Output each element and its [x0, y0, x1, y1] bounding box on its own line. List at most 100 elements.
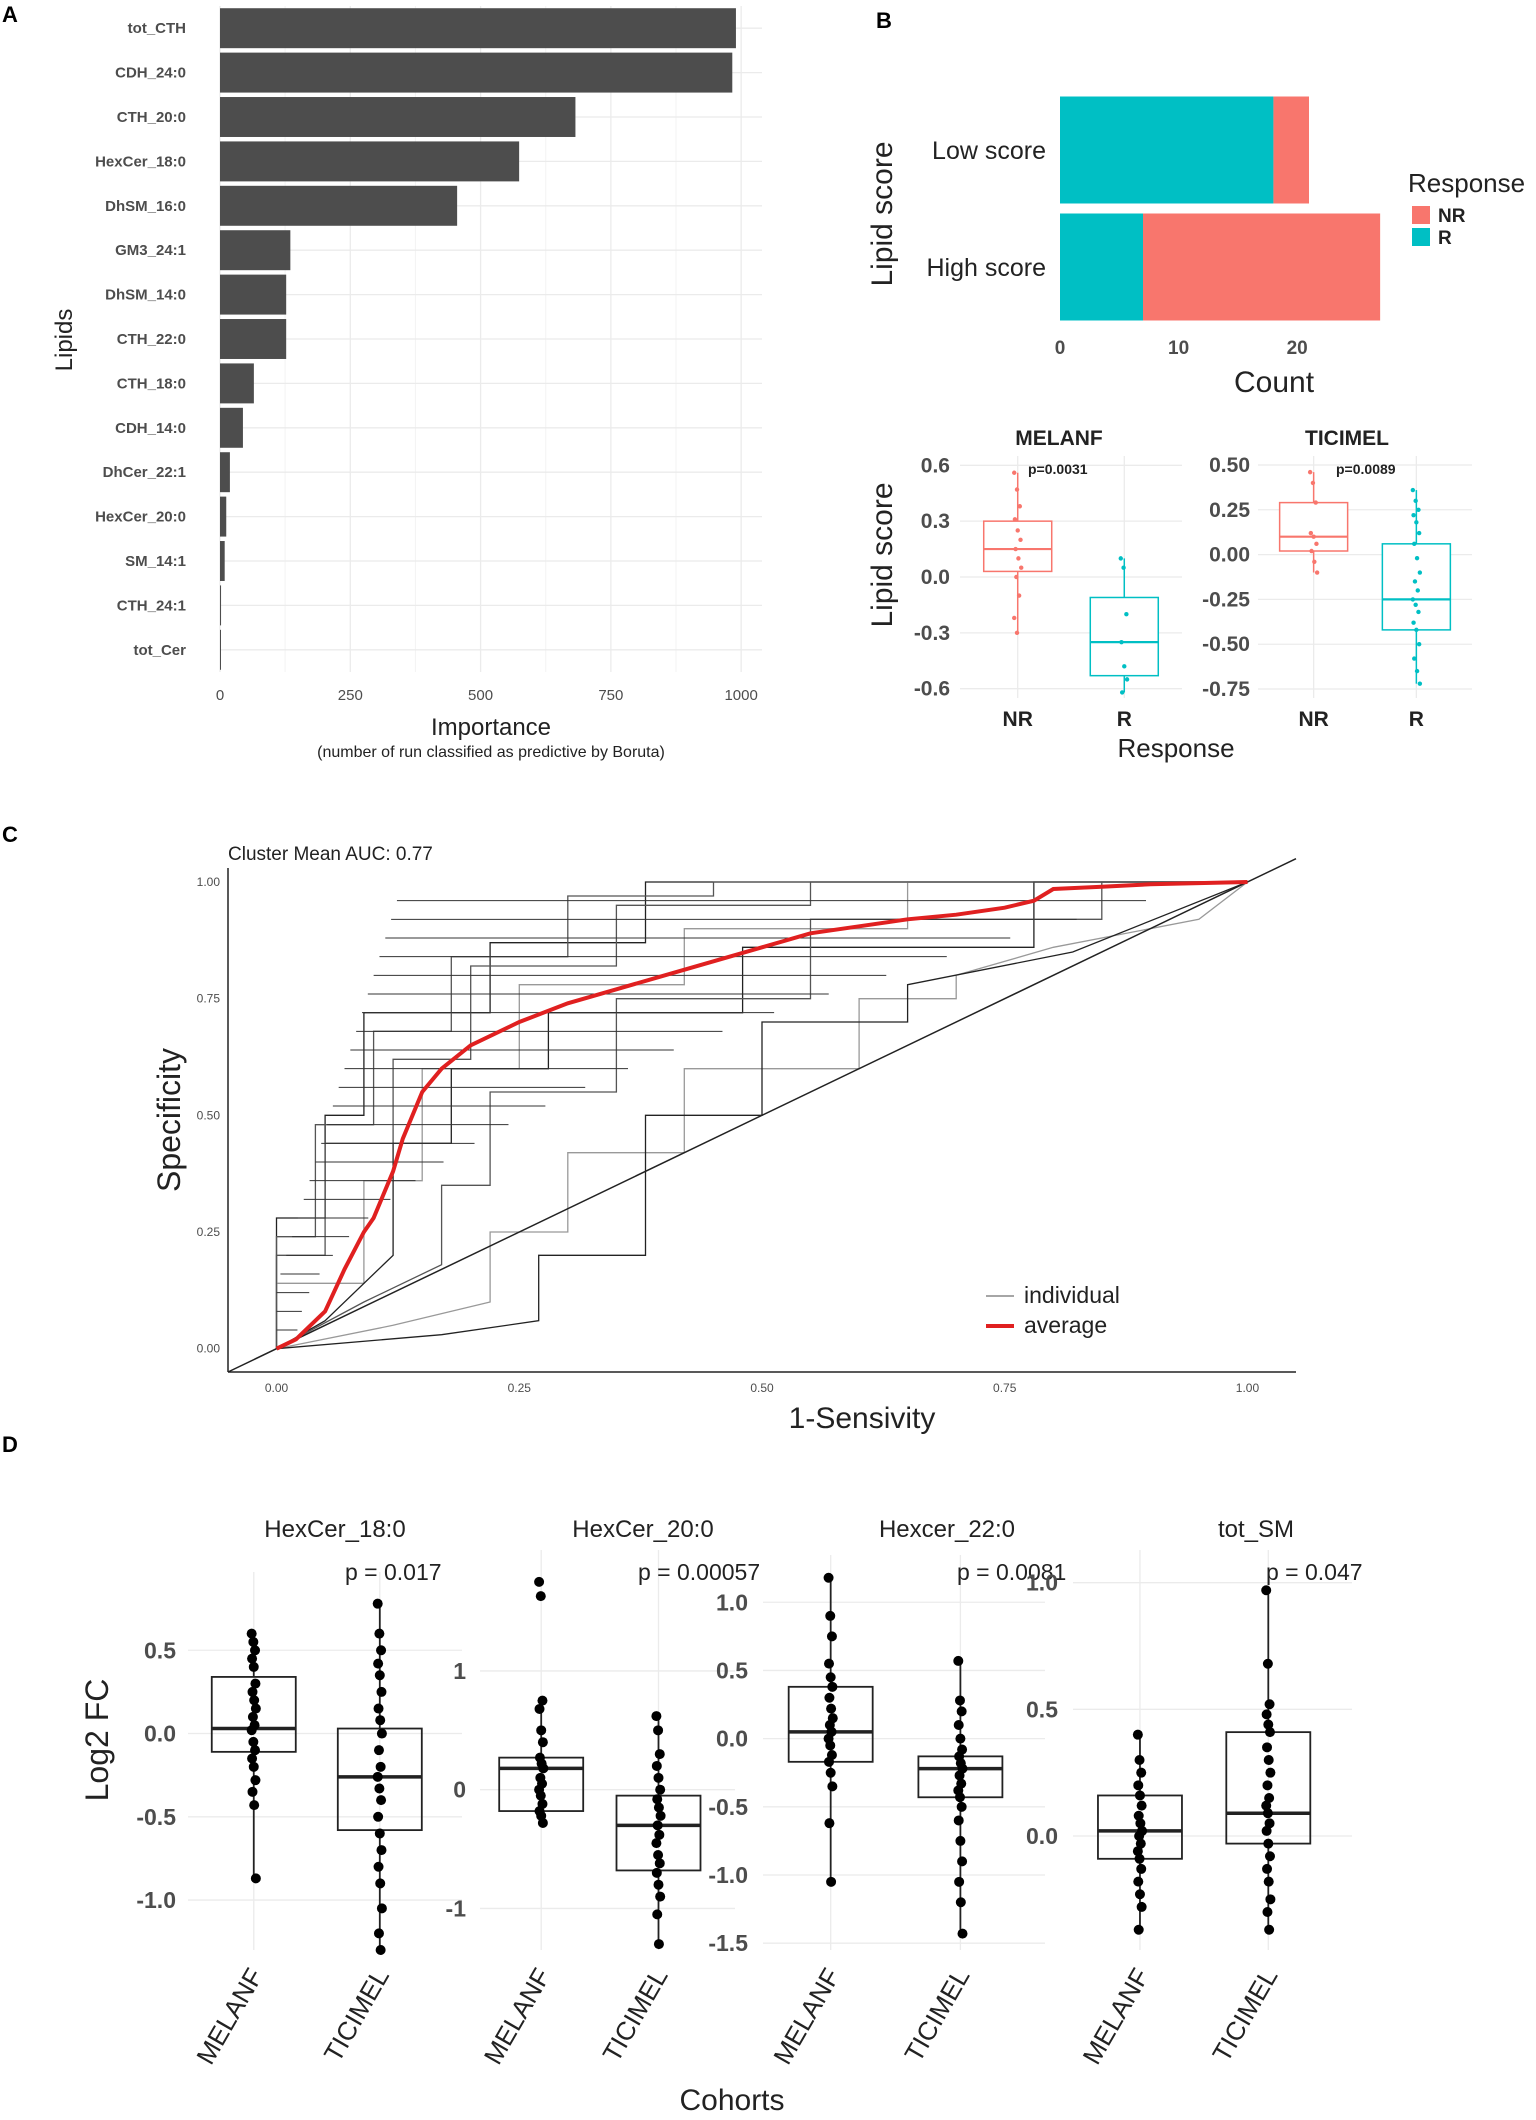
point [375, 1878, 386, 1889]
point [537, 1817, 548, 1828]
y-tick-label: 0.50 [1209, 454, 1250, 477]
p-value-label: p = 0.00057 [638, 1559, 760, 1585]
x-tick-label: 750 [598, 687, 623, 704]
point [651, 1711, 662, 1722]
bar-CTH_22:0 [220, 319, 287, 359]
point [654, 1749, 665, 1760]
point [373, 1745, 384, 1756]
legend-label-average: average [1024, 1312, 1107, 1338]
point [1262, 1742, 1273, 1753]
y-tick-label: 1.0 [1026, 1570, 1058, 1596]
point [373, 1928, 384, 1939]
bar-HexCer_20:0 [220, 496, 227, 537]
point [374, 1628, 385, 1639]
y-axis-title: Lipids [51, 309, 78, 372]
point [1119, 690, 1125, 695]
point [1262, 1658, 1273, 1669]
y-tick-label: 0.0 [716, 1726, 748, 1752]
facet-title: Hexcer_22:0 [879, 1516, 1015, 1543]
point [824, 1818, 835, 1829]
point [1016, 556, 1021, 561]
panel-a-importance-chart: 0 250 500 750 1000 tot_CTH CDH_24:0 CTH_20:0 Hex… [51, 6, 762, 761]
point [1309, 548, 1314, 554]
point [955, 1733, 966, 1744]
point [1411, 620, 1416, 625]
point [1264, 1818, 1275, 1829]
point [1414, 520, 1419, 525]
point [1411, 512, 1416, 518]
point [654, 1858, 665, 1869]
point [1016, 593, 1022, 598]
y-tick-label: 1.00 [197, 875, 221, 889]
facet-title: HexCer_20:0 [572, 1516, 713, 1543]
point [248, 1636, 259, 1647]
bar-tot_Cer [220, 629, 221, 670]
point [376, 1795, 387, 1806]
point [1412, 579, 1418, 584]
p-value-label: p=0.0089 [1336, 461, 1396, 477]
point [1262, 1780, 1273, 1791]
bar-low-score-NR [1273, 96, 1309, 204]
bar-CDH_14:0 [220, 407, 243, 448]
point [373, 1658, 384, 1669]
x-tick-label: 10 [1168, 338, 1189, 359]
point [1136, 1901, 1147, 1912]
point [1412, 656, 1417, 661]
point [247, 1686, 258, 1697]
point [1265, 1767, 1276, 1778]
y-tick-label: DhCer_22:1 [103, 464, 186, 481]
x-tick-label: 0.50 [750, 1381, 774, 1395]
point [538, 1763, 549, 1774]
point [1264, 1793, 1275, 1803]
point [1262, 1907, 1273, 1917]
point [825, 1610, 836, 1621]
point [247, 1711, 258, 1722]
point [826, 1876, 837, 1887]
point [376, 1686, 387, 1697]
y-tick-label: -0.50 [1202, 633, 1250, 656]
point [1136, 1767, 1147, 1778]
point [373, 1703, 384, 1714]
point [826, 1631, 837, 1642]
point [653, 1939, 664, 1950]
point [1017, 504, 1023, 509]
x-tick-label: TICIMEL [596, 1963, 673, 2067]
point [250, 1703, 261, 1714]
point [954, 1792, 965, 1803]
y-tick-label: -0.6 [914, 678, 950, 701]
point [247, 1786, 258, 1797]
y-tick-label: SM_14:1 [125, 553, 186, 570]
point [1264, 1924, 1275, 1935]
point [1414, 627, 1419, 633]
point [1013, 546, 1018, 552]
bar-CTH_24:1 [220, 585, 222, 626]
bar-CTH_18:0 [220, 363, 254, 404]
point [1135, 1818, 1146, 1829]
p-value-label: p=0.0031 [1028, 461, 1088, 477]
point [1136, 1863, 1147, 1874]
x-tick-label: 1.00 [1236, 1381, 1260, 1395]
point [953, 1815, 964, 1826]
point [1014, 487, 1020, 492]
point [651, 1867, 662, 1878]
point [375, 1945, 386, 1955]
bar-high-score-R [1060, 213, 1143, 321]
chance-diagonal [227, 857, 1297, 1373]
x-tick-label: TICIMEL [898, 1963, 975, 2067]
point [1307, 469, 1313, 475]
point [250, 1745, 261, 1756]
y-tick-label: CTH_24:1 [117, 597, 186, 614]
point [955, 1897, 966, 1908]
point [1124, 677, 1130, 682]
point [248, 1761, 259, 1772]
point [1014, 574, 1019, 580]
y-tick-label: CDH_24:0 [115, 65, 186, 82]
x-tick-label: 20 [1287, 338, 1308, 359]
point [536, 1725, 547, 1736]
point [825, 1672, 836, 1683]
point [246, 1725, 257, 1736]
point [957, 1928, 968, 1939]
y-tick-label: 0.00 [1209, 544, 1250, 567]
x-tick-label: MELANF [1076, 1963, 1155, 2069]
legend-label-individual: individual [1024, 1282, 1120, 1308]
